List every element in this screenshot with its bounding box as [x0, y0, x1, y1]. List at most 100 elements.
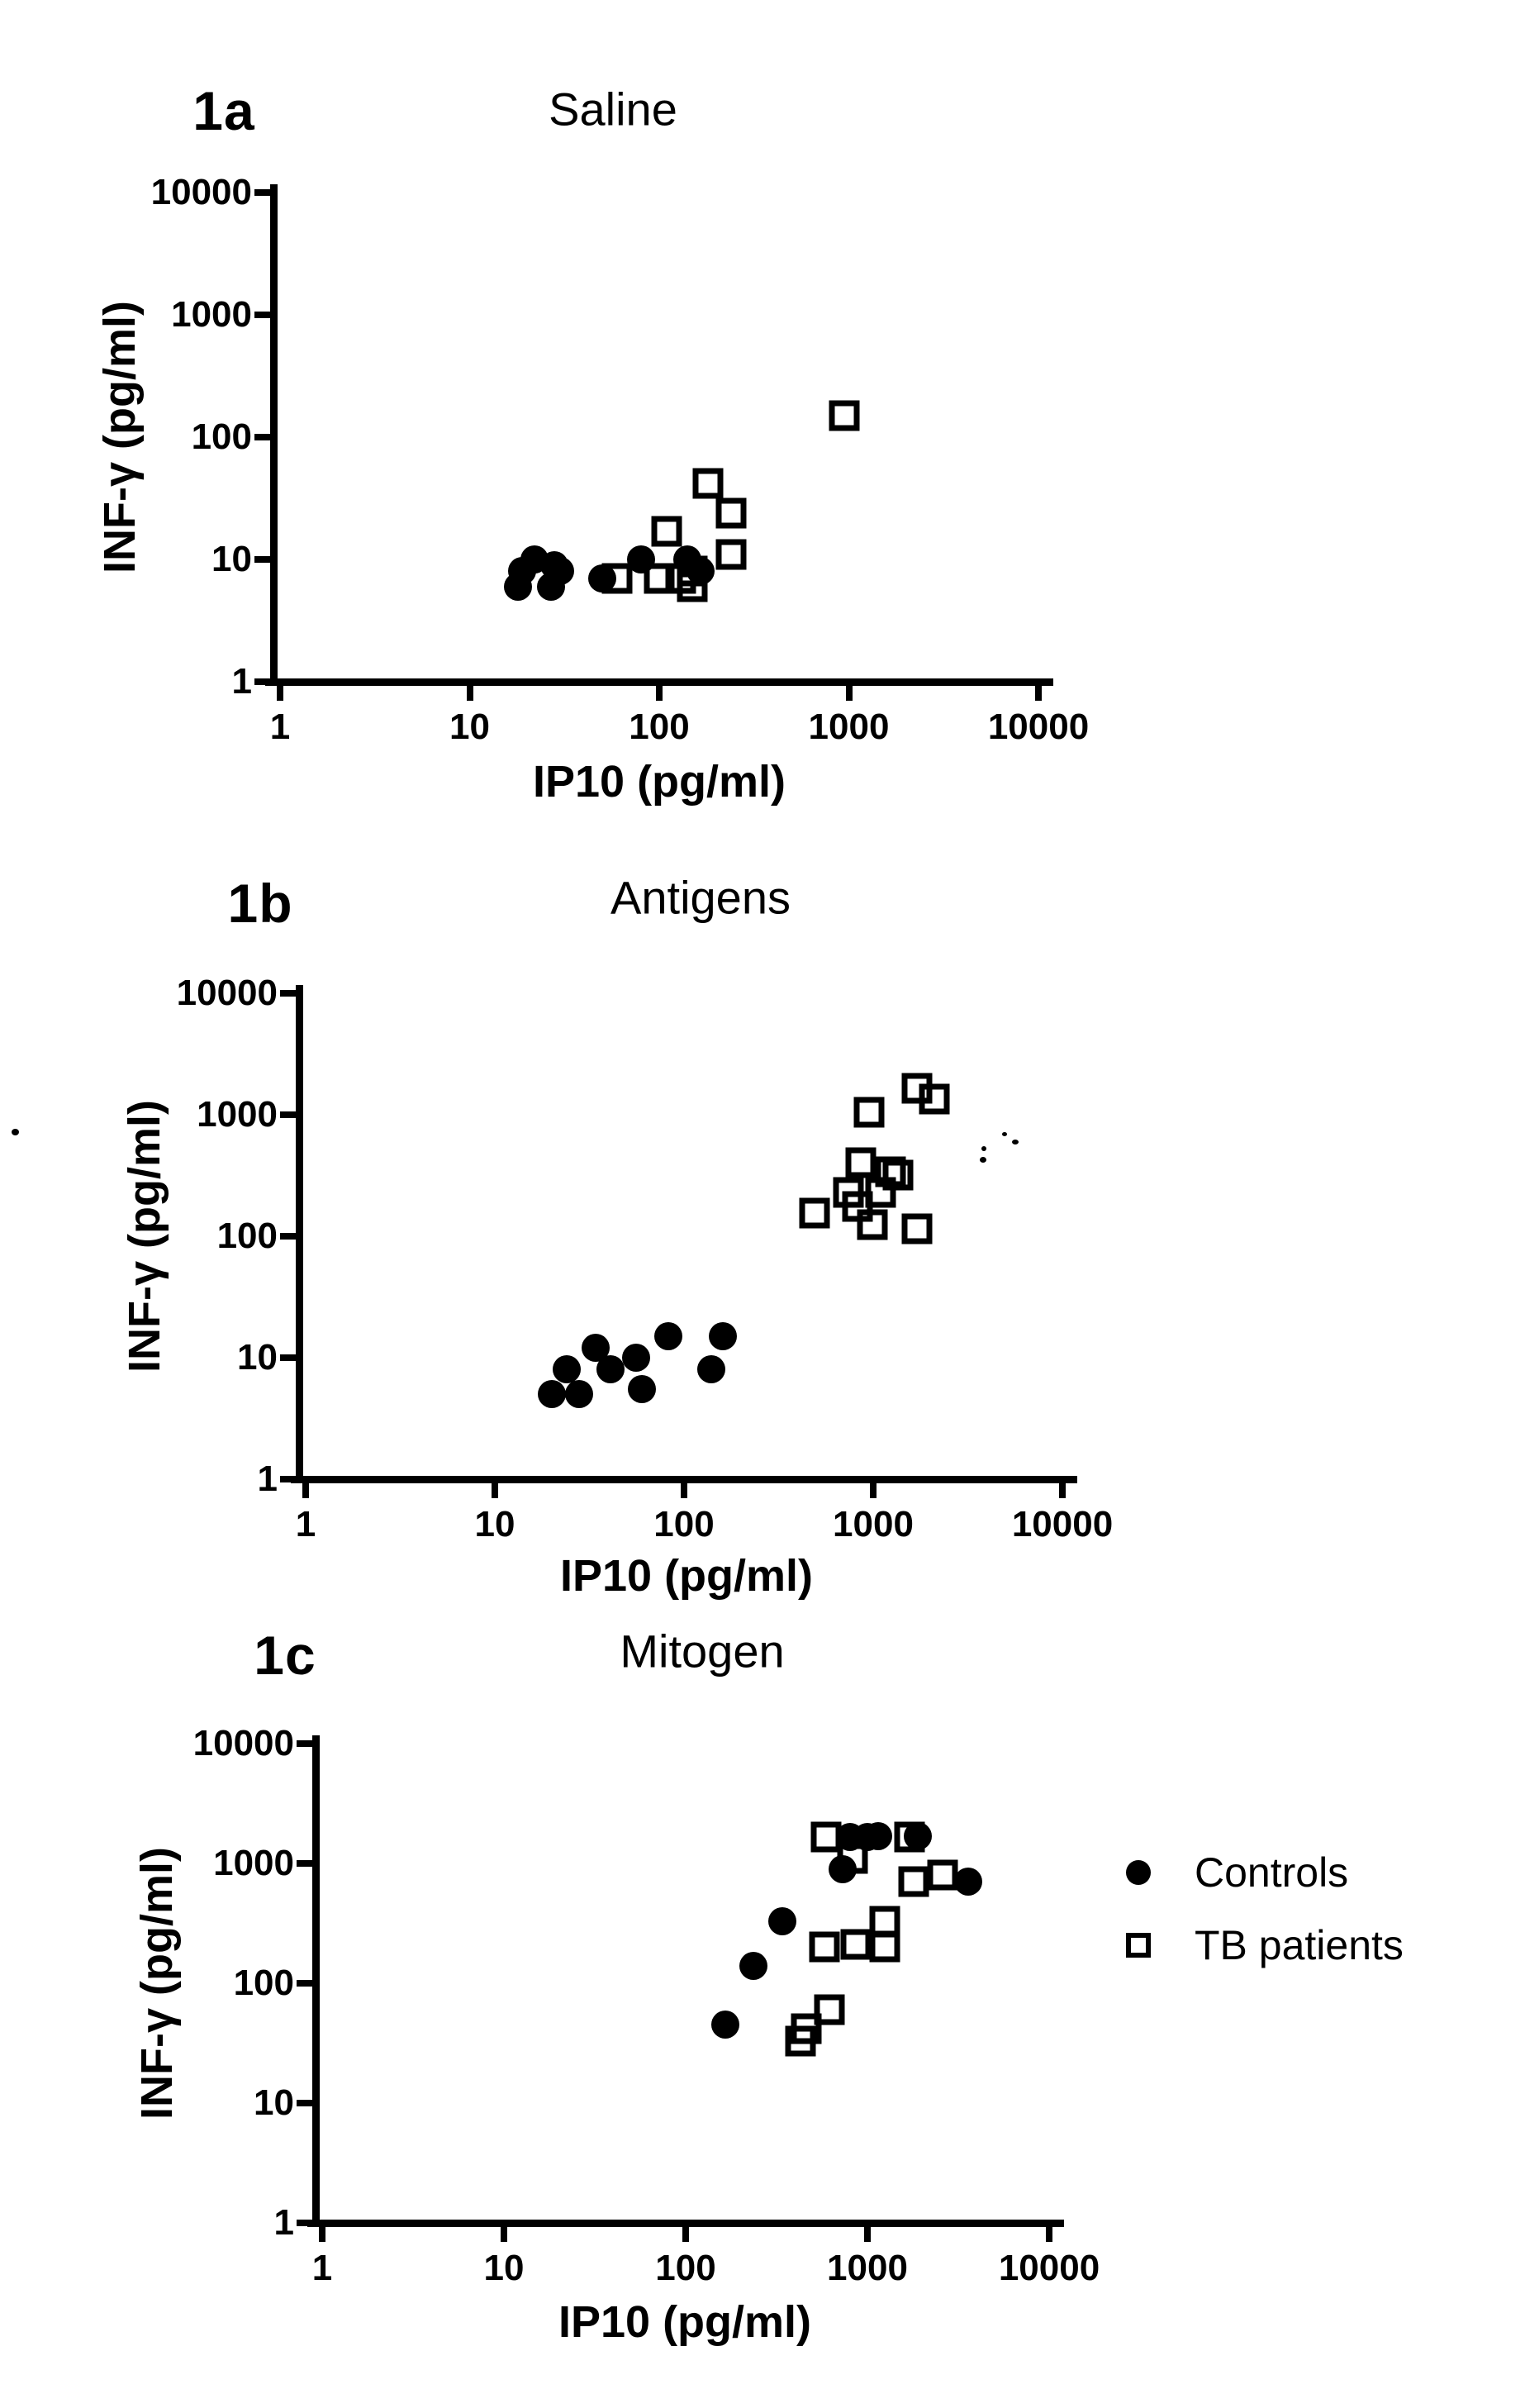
- y-tick-mark: [297, 1980, 312, 1987]
- y-tick-mark: [254, 312, 270, 318]
- data-point-square: [894, 1821, 925, 1853]
- y-tick-mark: [297, 2220, 312, 2226]
- chart-title-mitogen: Mitogen: [620, 1625, 785, 1678]
- scan-speck: [980, 1157, 986, 1163]
- data-point-square: [601, 563, 633, 594]
- x-tick-label: 1000: [833, 1504, 914, 1544]
- y-tick-label: 1000: [213, 1843, 294, 1883]
- y-tick-mark: [280, 1111, 296, 1118]
- x-tick-label: 1: [269, 707, 291, 747]
- x-axis: [291, 1476, 1077, 1483]
- x-tick-mark: [656, 685, 663, 701]
- x-tick-mark: [466, 685, 473, 701]
- data-point-circle: [537, 1380, 566, 1409]
- y-tick-mark: [280, 990, 296, 997]
- open-square-icon: [1126, 1933, 1151, 1958]
- data-point-circle: [622, 1344, 651, 1372]
- data-point-circle: [864, 1821, 893, 1850]
- x-tick-mark: [302, 1482, 309, 1498]
- x-tick-label: 100: [653, 1504, 715, 1544]
- data-point-circle: [654, 1322, 683, 1351]
- y-tick-mark: [254, 556, 270, 563]
- x-tick-mark: [277, 685, 283, 701]
- data-point-square: [791, 2013, 822, 2044]
- panel-label-1b: 1b: [227, 873, 293, 934]
- data-point-square: [644, 563, 675, 594]
- filled-circle-icon: [1126, 1860, 1151, 1885]
- data-point-circle: [565, 1380, 594, 1409]
- data-point-square: [853, 1097, 885, 1128]
- data-point-square: [845, 1147, 877, 1178]
- x-axis-label-1c: IP10 (pg/ml): [558, 2297, 812, 2347]
- data-point-circle: [697, 1355, 726, 1384]
- x-tick-mark: [1059, 1482, 1066, 1498]
- y-tick-label: 10: [254, 2082, 294, 2123]
- y-tick-label: 1000: [171, 294, 252, 335]
- x-tick-mark: [1035, 685, 1042, 701]
- y-tick-label: 1000: [197, 1094, 278, 1135]
- x-tick-mark: [501, 2226, 507, 2242]
- data-point-square: [715, 497, 747, 529]
- y-tick-mark: [280, 1476, 296, 1482]
- y-tick-mark: [254, 189, 270, 196]
- data-point-circle: [596, 1355, 625, 1384]
- data-point-square: [865, 1177, 896, 1208]
- y-tick-label: 10000: [192, 1723, 294, 1763]
- y-tick-mark: [280, 1233, 296, 1240]
- x-axis-label-1b: IP10 (pg/ml): [559, 1551, 814, 1601]
- x-tick-label: 10000: [998, 2248, 1100, 2288]
- data-point-circle: [739, 1951, 767, 1980]
- x-tick-label: 10000: [987, 707, 1090, 747]
- data-point-square: [809, 1931, 840, 1963]
- x-tick-label: 10: [449, 707, 490, 747]
- legend-label-tb-patients: TB patients: [1195, 1922, 1404, 1968]
- x-tick-label: 1000: [827, 2248, 908, 2288]
- x-axis: [307, 2220, 1064, 2227]
- data-point-square: [651, 516, 682, 547]
- y-tick-label: 1: [257, 1459, 278, 1499]
- panel-label-1a: 1a: [192, 80, 255, 141]
- y-tick-mark: [280, 1354, 296, 1361]
- data-point-circle: [767, 1906, 796, 1935]
- data-point-square: [869, 1931, 900, 1963]
- y-tick-label: 10000: [176, 973, 278, 1013]
- chart-title-saline: Saline: [549, 83, 677, 136]
- data-point-square: [919, 1083, 950, 1115]
- data-point-circle: [553, 1355, 582, 1384]
- data-point-square: [814, 1994, 845, 2025]
- data-point-circle: [708, 1322, 737, 1351]
- y-tick-label: 10: [237, 1337, 278, 1378]
- x-tick-label: 10000: [1011, 1504, 1114, 1544]
- y-axis: [312, 1735, 320, 2226]
- data-point-square: [677, 571, 708, 602]
- x-tick-label: 10: [483, 2248, 525, 2288]
- legend-label-controls: Controls: [1195, 1849, 1349, 1896]
- data-point-circle: [628, 1375, 657, 1404]
- y-tick-mark: [297, 1860, 312, 1867]
- data-point-square: [715, 539, 747, 570]
- data-point-square: [840, 1929, 872, 1960]
- y-tick-label: 1: [231, 661, 252, 702]
- x-tick-label: 1000: [808, 707, 890, 747]
- data-point-square: [692, 468, 724, 499]
- x-tick-mark: [864, 2226, 871, 2242]
- data-point-circle: [954, 1868, 983, 1896]
- x-tick-mark: [1046, 2226, 1052, 2242]
- data-point-square: [810, 1821, 842, 1853]
- y-tick-mark: [297, 2100, 312, 2106]
- scan-speck: [981, 1146, 986, 1151]
- x-tick-label: 1: [295, 1504, 316, 1544]
- data-point-circle: [710, 2011, 739, 2039]
- scan-speck: [1012, 1140, 1019, 1145]
- data-point-square: [882, 1159, 914, 1191]
- data-point-square: [837, 1843, 868, 1874]
- y-tick-label: 10000: [150, 172, 252, 212]
- x-tick-label: 10: [474, 1504, 515, 1544]
- x-tick-label: 100: [655, 2248, 716, 2288]
- data-point-square: [829, 400, 860, 431]
- data-point-square: [927, 1859, 958, 1891]
- data-point-square: [869, 1906, 900, 1937]
